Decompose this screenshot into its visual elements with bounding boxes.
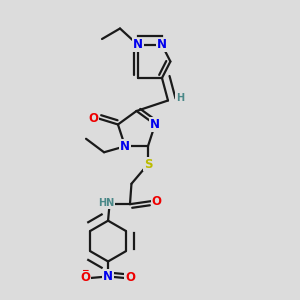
Text: N: N: [103, 270, 113, 283]
Text: N: N: [157, 38, 167, 52]
Text: N: N: [150, 118, 160, 131]
Text: N: N: [133, 38, 143, 52]
Text: −: −: [82, 266, 89, 275]
Text: H: H: [176, 92, 184, 103]
Text: O: O: [152, 195, 161, 208]
Text: O: O: [125, 272, 135, 284]
Text: O: O: [80, 272, 90, 284]
Text: O: O: [88, 112, 98, 125]
Text: S: S: [144, 158, 152, 171]
Text: N: N: [120, 140, 130, 153]
Text: HN: HN: [98, 198, 115, 208]
